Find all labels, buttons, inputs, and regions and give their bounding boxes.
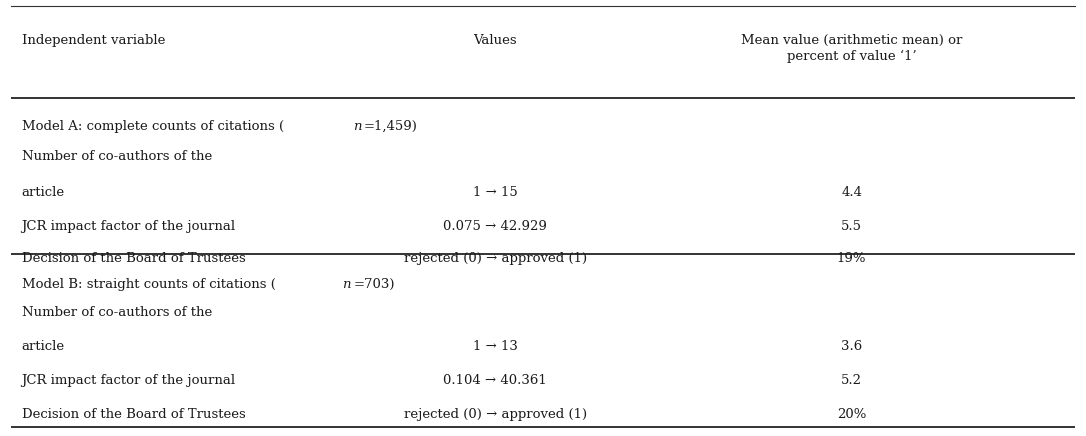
Text: Model B: straight counts of citations (: Model B: straight counts of citations ( — [22, 278, 276, 291]
Text: n: n — [353, 120, 362, 133]
Text: 20%: 20% — [837, 408, 867, 421]
Text: 0.104 → 40.361: 0.104 → 40.361 — [443, 374, 547, 387]
Text: 5.2: 5.2 — [842, 374, 862, 387]
Text: 3.6: 3.6 — [841, 340, 862, 353]
Text: 0.075 → 42.929: 0.075 → 42.929 — [443, 220, 547, 233]
Text: =703): =703) — [353, 278, 395, 291]
Text: 1 → 15: 1 → 15 — [472, 186, 518, 199]
Text: Mean value (arithmetic mean) or
percent of value ‘1’: Mean value (arithmetic mean) or percent … — [741, 34, 962, 62]
Text: JCR impact factor of the journal: JCR impact factor of the journal — [22, 220, 236, 233]
Text: n: n — [342, 278, 351, 291]
Text: rejected (0) → approved (1): rejected (0) → approved (1) — [404, 252, 586, 265]
Text: Independent variable: Independent variable — [22, 34, 165, 47]
Text: article: article — [22, 186, 65, 199]
Text: Values: Values — [473, 34, 517, 47]
Text: Number of co-authors of the: Number of co-authors of the — [22, 150, 212, 163]
Text: Decision of the Board of Trustees: Decision of the Board of Trustees — [22, 252, 245, 265]
Text: 1 → 13: 1 → 13 — [472, 340, 518, 353]
Text: Number of co-authors of the: Number of co-authors of the — [22, 306, 212, 319]
Text: 4.4: 4.4 — [842, 186, 862, 199]
Text: Decision of the Board of Trustees: Decision of the Board of Trustees — [22, 408, 245, 421]
Text: article: article — [22, 340, 65, 353]
Text: rejected (0) → approved (1): rejected (0) → approved (1) — [404, 408, 586, 421]
Text: =1,459): =1,459) — [364, 120, 418, 133]
Text: 19%: 19% — [837, 252, 867, 265]
Text: 5.5: 5.5 — [842, 220, 862, 233]
Text: JCR impact factor of the journal: JCR impact factor of the journal — [22, 374, 236, 387]
Text: Model A: complete counts of citations (: Model A: complete counts of citations ( — [22, 120, 283, 133]
